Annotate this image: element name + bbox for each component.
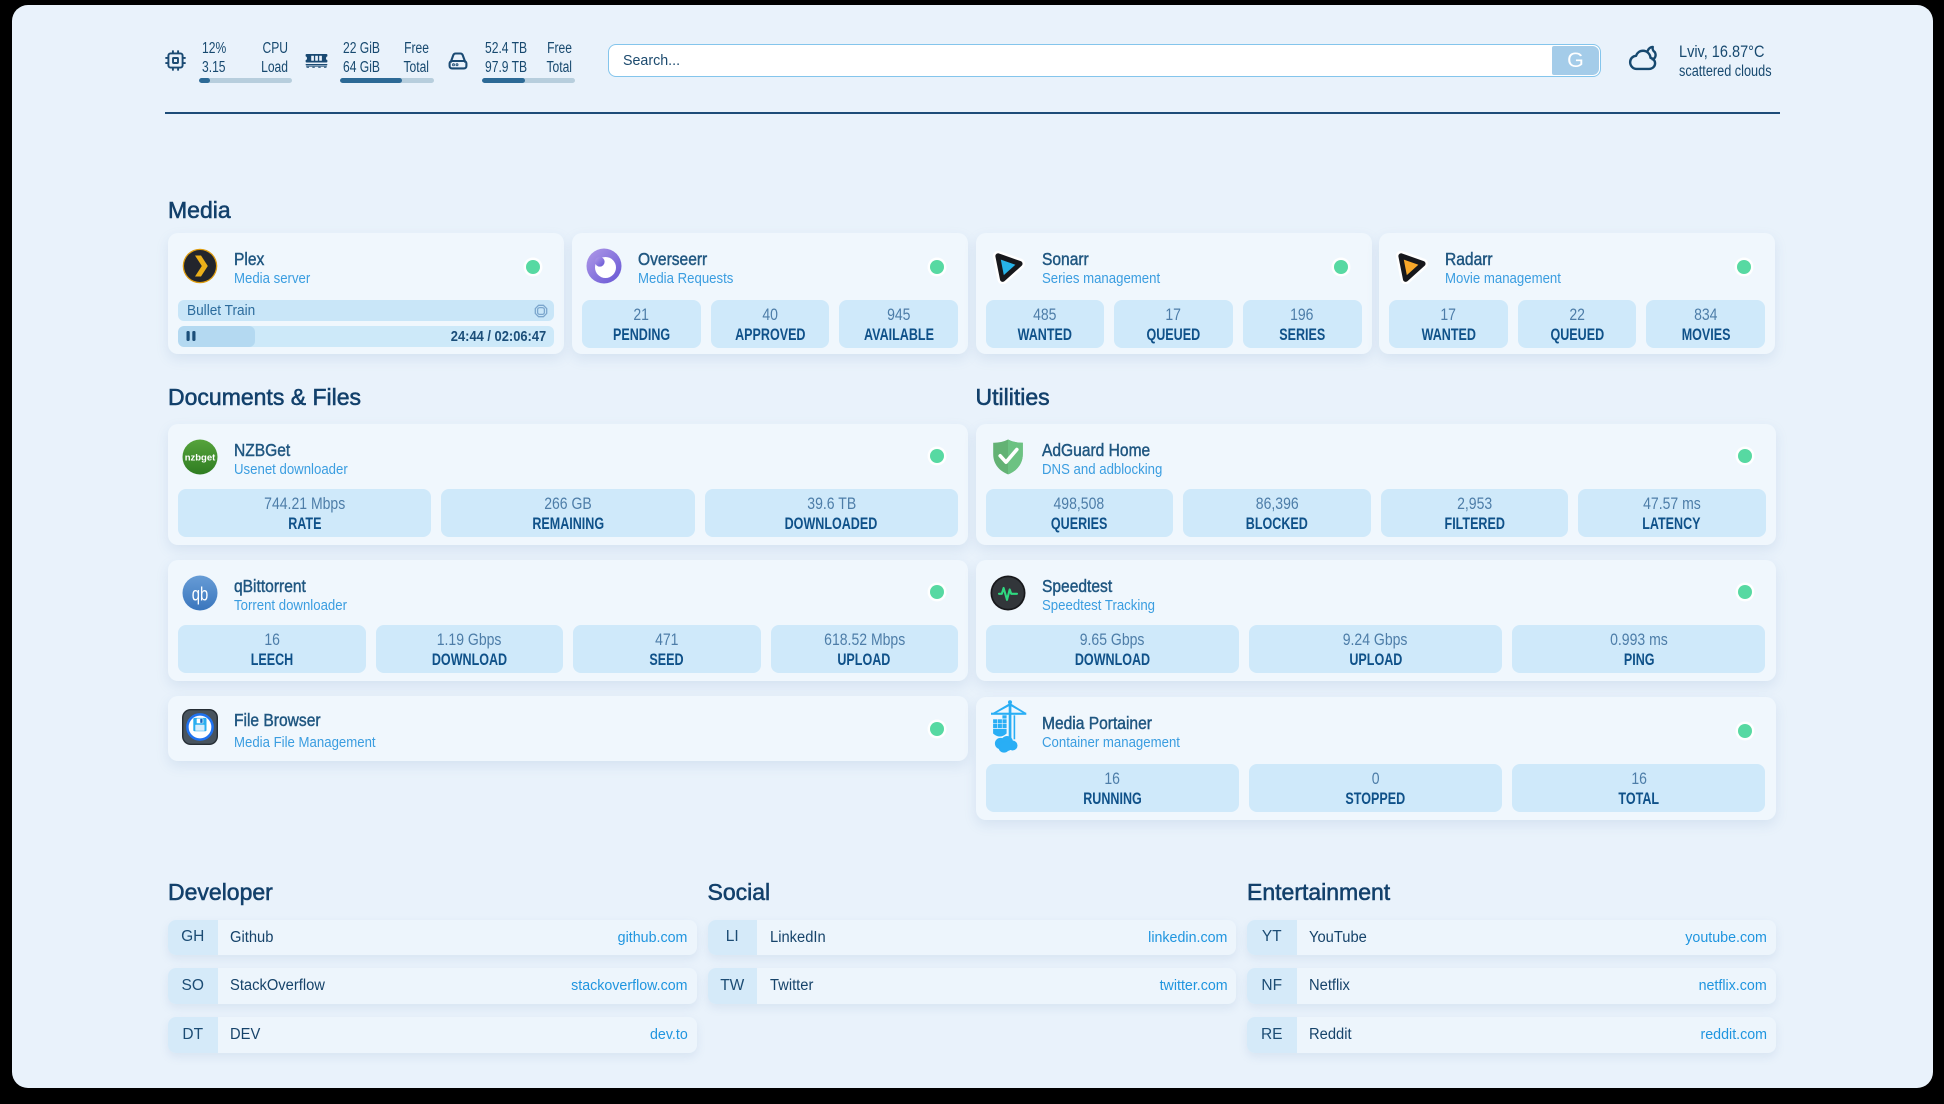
svg-text:nzbget: nzbget: [185, 453, 216, 464]
svg-text:qb: qb: [192, 585, 209, 606]
